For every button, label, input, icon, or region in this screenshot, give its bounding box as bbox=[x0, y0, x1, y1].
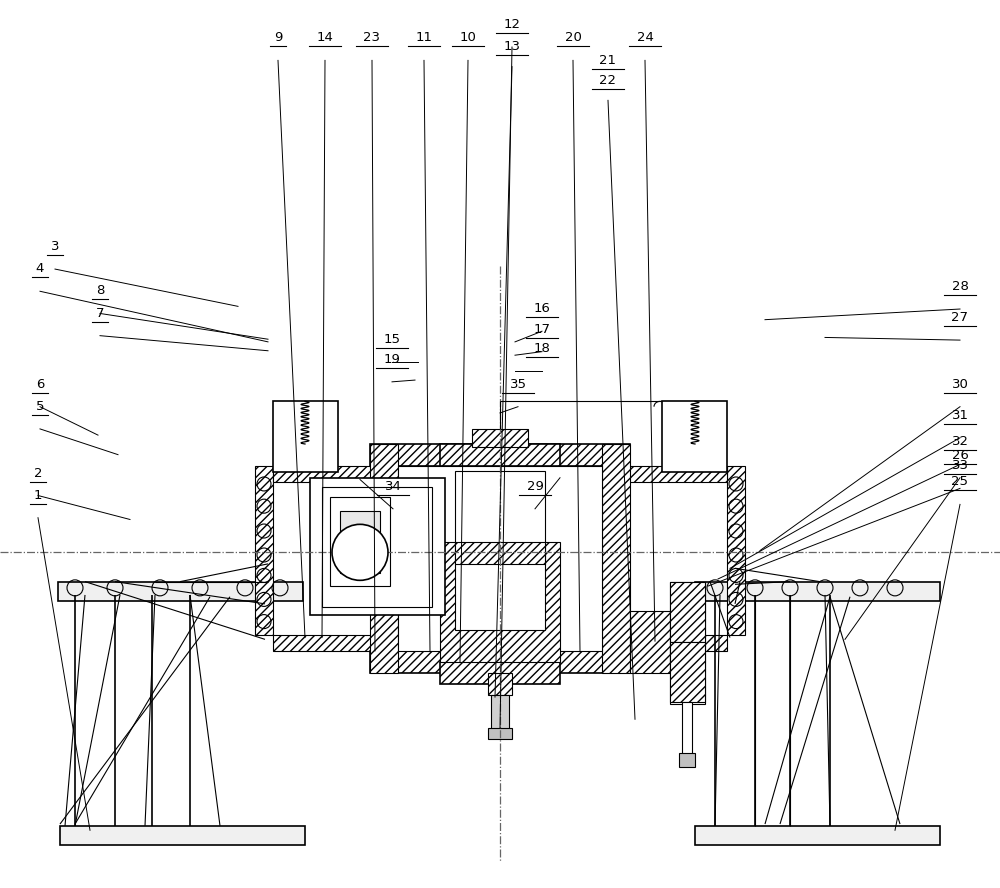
Bar bbox=[455, 542, 545, 564]
Bar bbox=[503, 444, 630, 466]
Bar bbox=[370, 651, 497, 673]
Text: 30: 30 bbox=[952, 377, 968, 391]
Bar bbox=[440, 542, 560, 662]
Bar bbox=[488, 673, 512, 695]
Bar bbox=[602, 444, 630, 673]
Bar bbox=[662, 401, 727, 472]
Text: 26: 26 bbox=[952, 448, 968, 462]
Text: 9: 9 bbox=[274, 31, 282, 44]
Bar bbox=[310, 478, 445, 615]
Bar bbox=[440, 662, 560, 684]
Bar bbox=[491, 695, 509, 731]
Text: 12: 12 bbox=[504, 18, 520, 31]
Text: 32: 32 bbox=[952, 435, 968, 448]
Text: 24: 24 bbox=[637, 31, 653, 44]
Text: 16: 16 bbox=[534, 302, 550, 315]
Bar bbox=[679, 753, 695, 767]
Text: 27: 27 bbox=[952, 311, 968, 324]
Text: 6: 6 bbox=[36, 377, 44, 391]
Bar bbox=[322, 487, 432, 607]
Text: 10: 10 bbox=[460, 31, 476, 44]
Bar bbox=[370, 444, 497, 466]
Text: 8: 8 bbox=[96, 284, 104, 297]
Text: 3: 3 bbox=[51, 240, 59, 253]
Text: 11: 11 bbox=[416, 31, 432, 44]
Bar bbox=[630, 611, 670, 673]
Bar bbox=[670, 582, 705, 642]
Text: 5: 5 bbox=[36, 400, 44, 413]
Text: 31: 31 bbox=[952, 408, 968, 422]
Text: 18: 18 bbox=[534, 342, 550, 355]
Bar bbox=[58, 582, 303, 601]
Bar bbox=[60, 826, 305, 845]
Text: 4: 4 bbox=[36, 262, 44, 275]
Text: 22: 22 bbox=[600, 74, 616, 87]
Text: 35: 35 bbox=[510, 377, 526, 391]
Text: 13: 13 bbox=[504, 40, 520, 53]
Text: 17: 17 bbox=[534, 322, 550, 336]
Text: 23: 23 bbox=[364, 31, 380, 44]
Text: 7: 7 bbox=[96, 306, 104, 320]
Text: 15: 15 bbox=[384, 333, 400, 346]
Bar bbox=[255, 466, 273, 635]
Text: 20: 20 bbox=[565, 31, 581, 44]
Text: 34: 34 bbox=[385, 480, 401, 493]
Bar bbox=[273, 635, 503, 651]
Bar bbox=[497, 635, 727, 651]
Bar bbox=[273, 466, 503, 482]
Text: 14: 14 bbox=[317, 31, 333, 44]
Text: 21: 21 bbox=[600, 53, 616, 67]
Bar bbox=[695, 826, 940, 845]
Text: 25: 25 bbox=[952, 475, 968, 488]
Text: 2: 2 bbox=[34, 466, 42, 480]
Bar bbox=[398, 466, 602, 651]
Text: 1: 1 bbox=[34, 488, 42, 502]
Bar bbox=[340, 511, 380, 573]
Text: 33: 33 bbox=[952, 459, 968, 472]
Bar bbox=[370, 444, 398, 673]
Bar bbox=[670, 582, 705, 704]
Text: 28: 28 bbox=[952, 280, 968, 293]
Bar bbox=[670, 642, 705, 702]
Circle shape bbox=[332, 524, 388, 581]
Bar bbox=[488, 728, 512, 739]
Bar bbox=[695, 582, 940, 601]
Bar bbox=[497, 466, 727, 482]
Bar bbox=[727, 466, 745, 635]
Bar bbox=[455, 471, 545, 630]
Bar bbox=[503, 651, 630, 673]
Bar bbox=[682, 702, 692, 756]
Bar bbox=[440, 444, 560, 466]
Text: 19: 19 bbox=[384, 353, 400, 366]
Bar bbox=[330, 497, 390, 586]
Bar bbox=[472, 429, 528, 447]
Text: 29: 29 bbox=[527, 480, 543, 493]
Bar bbox=[273, 401, 338, 472]
